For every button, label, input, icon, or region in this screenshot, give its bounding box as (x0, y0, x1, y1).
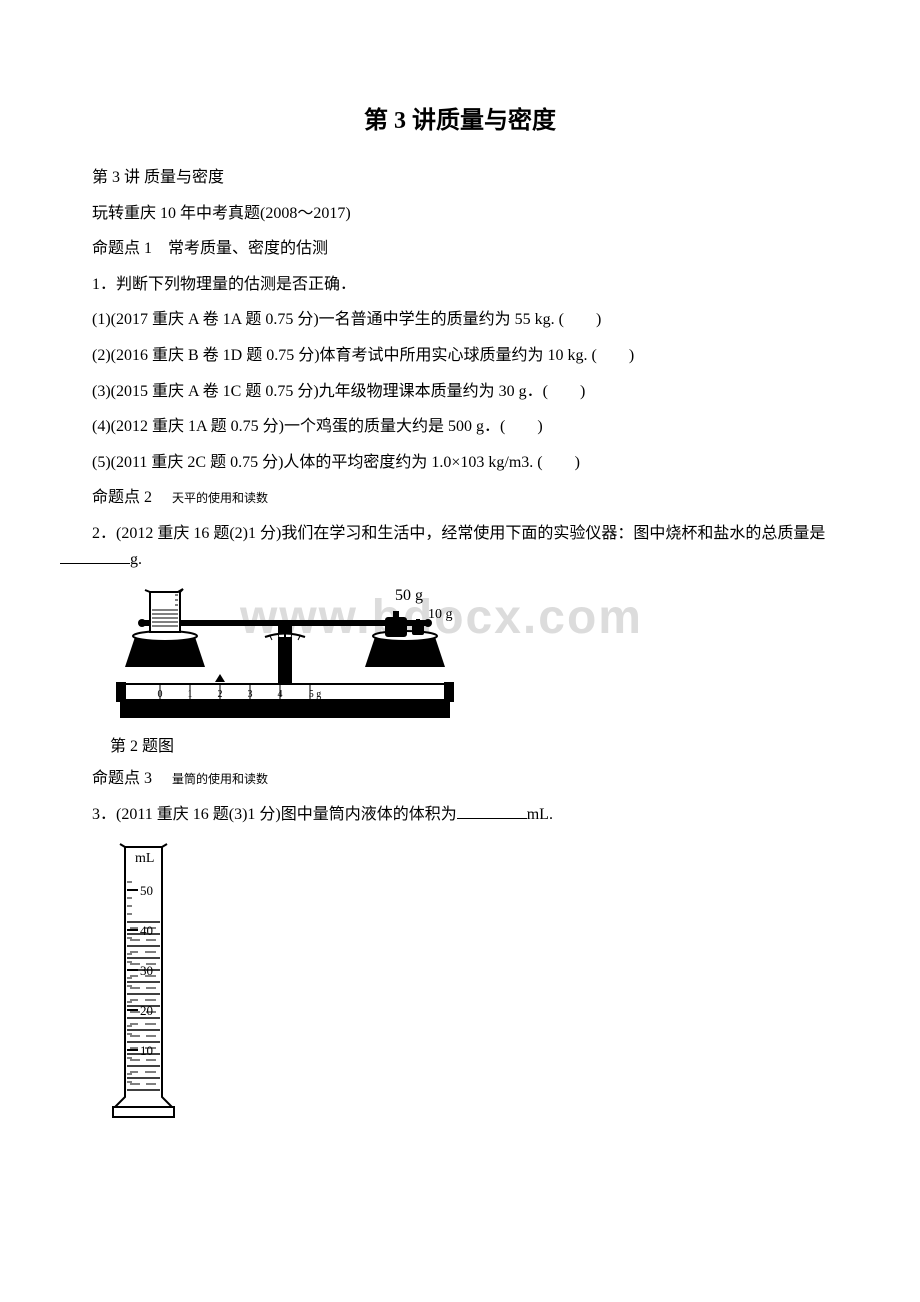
topic1-name: 常考质量、密度的估测 (168, 240, 328, 257)
q1-opt1: (1)(2017 重庆 A 卷 1A 题 0.75 分)一名普通中学生的质量约为… (60, 307, 860, 333)
scale-mark-4: 4 (278, 689, 283, 700)
q3-stem: 3．(2011 重庆 16 题(3)1 分)图中量筒内液体的体积为 mL. (60, 802, 860, 828)
cylinder-mark-10: 10 (140, 1043, 153, 1058)
subtitle: 第 3 讲 质量与密度 (60, 165, 860, 191)
scale-mark-2: 2 (218, 689, 223, 700)
exam-info: 玩转重庆 10 年中考真题(2008～2017) (60, 201, 860, 227)
q3-stem-a: 3．(2011 重庆 16 题(3)1 分)图中量筒内液体的体积为 (92, 806, 457, 823)
topic3-label: 命题点 3 (92, 770, 152, 787)
q3-stem-b: mL. (527, 806, 553, 823)
document-content: 第 3 讲质量与密度 第 3 讲 质量与密度 玩转重庆 10 年中考真题(200… (60, 100, 860, 1127)
topic2-label: 命题点 2 (92, 489, 152, 506)
topic3-heading: 命题点 3 量筒的使用和读数 (60, 766, 860, 792)
cylinder-mark-50: 50 (140, 883, 153, 898)
q2-stem: 2．(2012 重庆 16 题(2)1 分)我们在学习和生活中，经常使用下面的实… (60, 521, 860, 572)
weight-50g-label: 50 g (395, 587, 423, 604)
topic1-heading: 命题点 1 常考质量、密度的估测 (60, 236, 860, 262)
topic3-name: 量筒的使用和读数 (172, 772, 268, 786)
q3-blank (457, 803, 527, 819)
cylinder-figure: mL 50 40 30 20 10 (110, 842, 860, 1127)
scale-mark-1: 1 (188, 689, 193, 700)
q2-stem-b: g. (130, 551, 142, 568)
topic2-heading: 命题点 2 天平的使用和读数 (60, 485, 860, 511)
cylinder-mark-20: 20 (140, 1003, 153, 1018)
q1-stem: 1．判断下列物理量的估测是否正确． (60, 272, 860, 298)
topic2-name: 天平的使用和读数 (172, 491, 268, 505)
balance-figure: 0 1 2 3 4 5 g (110, 582, 860, 727)
main-title: 第 3 讲质量与密度 (60, 100, 860, 135)
q2-figure-caption: 第 2 题图 (110, 732, 860, 756)
cylinder-unit: mL (135, 851, 154, 866)
q2-stem-a: 2．(2012 重庆 16 题(2)1 分)我们在学习和生活中，经常使用下面的实… (92, 525, 825, 542)
q2-blank (60, 548, 130, 564)
scale-mark-5: 5 g (309, 689, 322, 700)
q1-opt2: (2)(2016 重庆 B 卷 1D 题 0.75 分)体育考试中所用实心球质量… (60, 343, 860, 369)
scale-mark-0: 0 (158, 689, 163, 700)
q1-opt3: (3)(2015 重庆 A 卷 1C 题 0.75 分)九年级物理课本质量约为 … (60, 379, 860, 405)
weight-10g-label: 10 g (428, 607, 453, 622)
q1-opt5: (5)(2011 重庆 2C 题 0.75 分)人体的平均密度约为 1.0×10… (60, 450, 860, 476)
scale-mark-3: 3 (248, 689, 253, 700)
cylinder-mark-40: 40 (140, 923, 153, 938)
q1-opt4: (4)(2012 重庆 1A 题 0.75 分)一个鸡蛋的质量大约是 500 g… (60, 414, 860, 440)
cylinder-mark-30: 30 (140, 963, 153, 978)
topic1-label: 命题点 1 (92, 240, 152, 257)
